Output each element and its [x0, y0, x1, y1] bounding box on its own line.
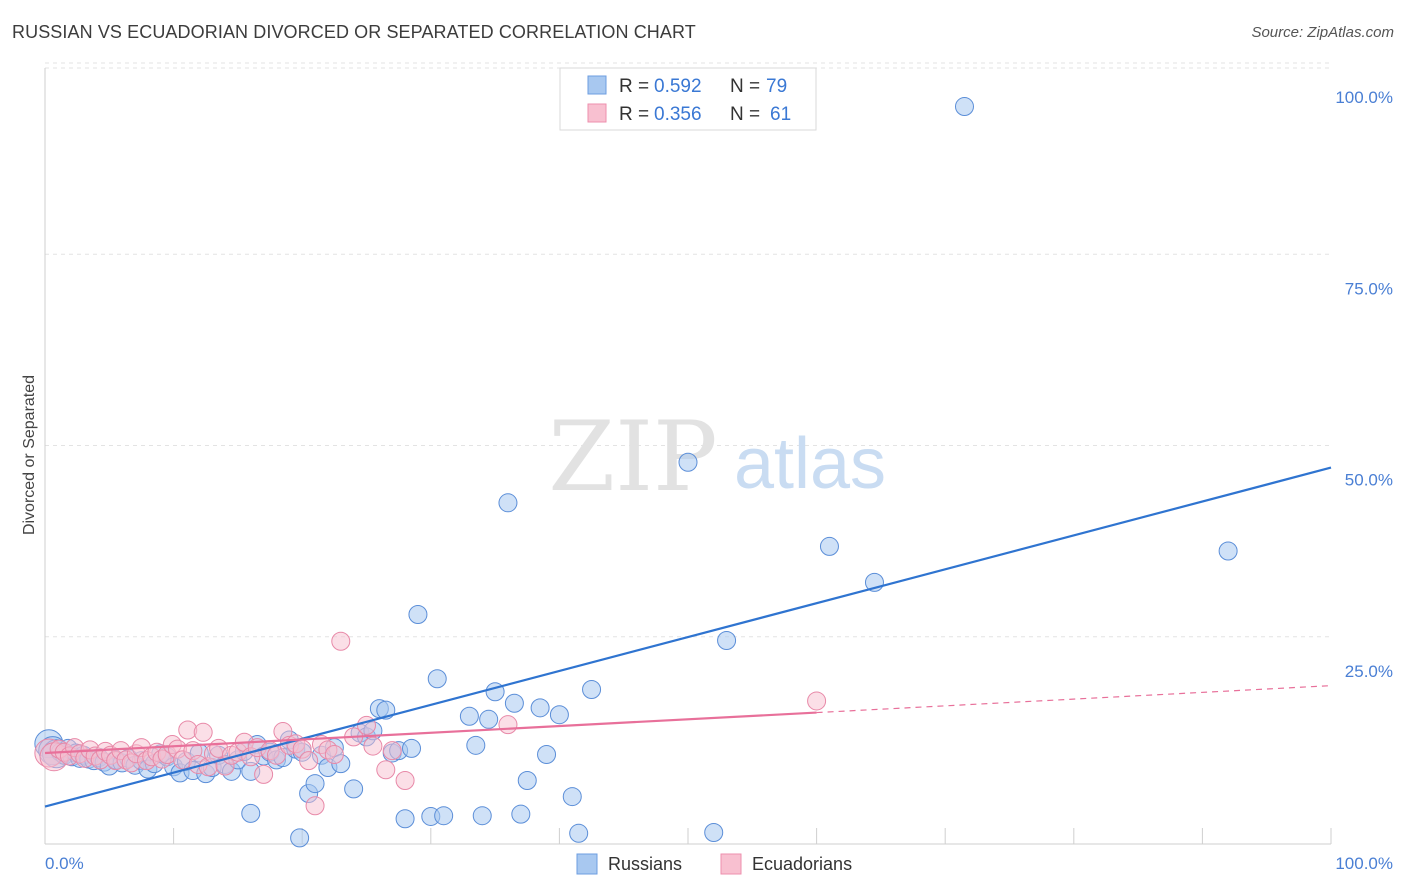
russians-point — [472, 806, 492, 826]
russians-point — [549, 705, 569, 725]
russians-point — [466, 735, 486, 755]
ecuadorians-point — [807, 691, 827, 711]
ecuadorians-point — [395, 771, 415, 791]
russians-point — [427, 669, 447, 689]
grid-lines — [45, 62, 1331, 638]
legend: R = 0.592 N = 79 R = 0.356 N = 61 — [559, 67, 817, 131]
ecuadorians-point — [324, 744, 344, 764]
bottom-legend-swatch-ecuadorians — [720, 853, 742, 875]
ecuadorians-point — [331, 631, 351, 651]
ecuadorians-point — [299, 751, 319, 771]
russians-point — [434, 806, 454, 826]
ecuadorians-point — [498, 715, 518, 735]
watermark-atlas: atlas — [734, 424, 886, 504]
russians-point — [954, 97, 974, 117]
russians-point — [241, 803, 261, 823]
bottom-legend-label-russians: Russians — [608, 854, 682, 874]
legend-swatch-ecuadorians — [587, 103, 607, 123]
russians-point — [479, 709, 499, 729]
russians-point — [290, 828, 310, 848]
legend-r-value-russians: 0.592 — [654, 76, 702, 97]
y-tick-label: 50.0% — [1345, 471, 1393, 490]
russians-point — [569, 823, 589, 843]
russians-point — [1218, 541, 1238, 561]
y-tick-label: 75.0% — [1345, 279, 1393, 298]
x-axis-ticks — [44, 828, 1332, 844]
y-tick-label: 25.0% — [1345, 662, 1393, 681]
bottom-legend: Russians Ecuadorians — [576, 853, 852, 875]
russians-point — [408, 605, 428, 624]
russians-point — [498, 493, 518, 513]
legend-r-label-russians: R = — [619, 76, 649, 97]
legend-n-label-ecuadorians: N = — [730, 104, 760, 125]
x-tick-label-min: 0.0% — [45, 854, 84, 873]
russians-point — [678, 452, 698, 472]
chart-title: RUSSIAN VS ECUADORIAN DIVORCED OR SEPARA… — [12, 22, 696, 42]
data-points — [34, 97, 1238, 848]
legend-n-label-russians: N = — [730, 76, 760, 97]
ecuadorians-trend-line — [44, 711, 817, 755]
ecuadorians-point — [254, 764, 274, 784]
russians-point — [305, 774, 325, 794]
russians-point — [562, 787, 582, 807]
russians-point — [537, 744, 557, 764]
legend-r-label-ecuadorians: R = — [619, 104, 649, 125]
russians-point — [717, 631, 737, 651]
source-label: Source: ZipAtlas.com — [1251, 24, 1394, 41]
ecuadorians-point — [305, 796, 325, 816]
ecuadorians-point — [363, 736, 383, 756]
bottom-legend-label-ecuadorians: Ecuadorians — [752, 854, 852, 874]
y-tick-label: 100.0% — [1335, 88, 1393, 107]
ecuadorians-trend-extension — [816, 685, 1332, 714]
russians-point — [504, 693, 524, 713]
bottom-legend-swatch-russians — [576, 853, 598, 875]
legend-r-value-ecuadorians: 0.356 — [654, 104, 702, 125]
y-axis-label: Divorced or Separated — [21, 375, 38, 535]
russians-point — [704, 823, 724, 843]
russians-point — [402, 738, 422, 758]
russians-point — [530, 698, 550, 718]
russians-trend-line — [44, 466, 1332, 808]
x-tick-label-max: 100.0% — [1335, 854, 1393, 873]
russians-point — [344, 779, 364, 799]
y-tick-labels: 100.0% 75.0% 50.0% 25.0% — [1335, 88, 1393, 681]
russians-point — [517, 771, 537, 791]
legend-swatch-russians — [587, 75, 607, 95]
ecuadorians-point — [382, 741, 402, 761]
russians-point — [459, 706, 479, 726]
trend-lines — [44, 466, 1332, 808]
legend-n-value-ecuadorians: 61 — [770, 104, 791, 125]
russians-point — [819, 536, 839, 556]
ecuadorians-point — [193, 722, 213, 742]
russians-point — [511, 804, 531, 824]
legend-n-value-russians: 79 — [766, 76, 787, 97]
ecuadorians-point — [376, 760, 396, 780]
russians-point — [395, 809, 415, 829]
russians-point — [582, 679, 602, 699]
